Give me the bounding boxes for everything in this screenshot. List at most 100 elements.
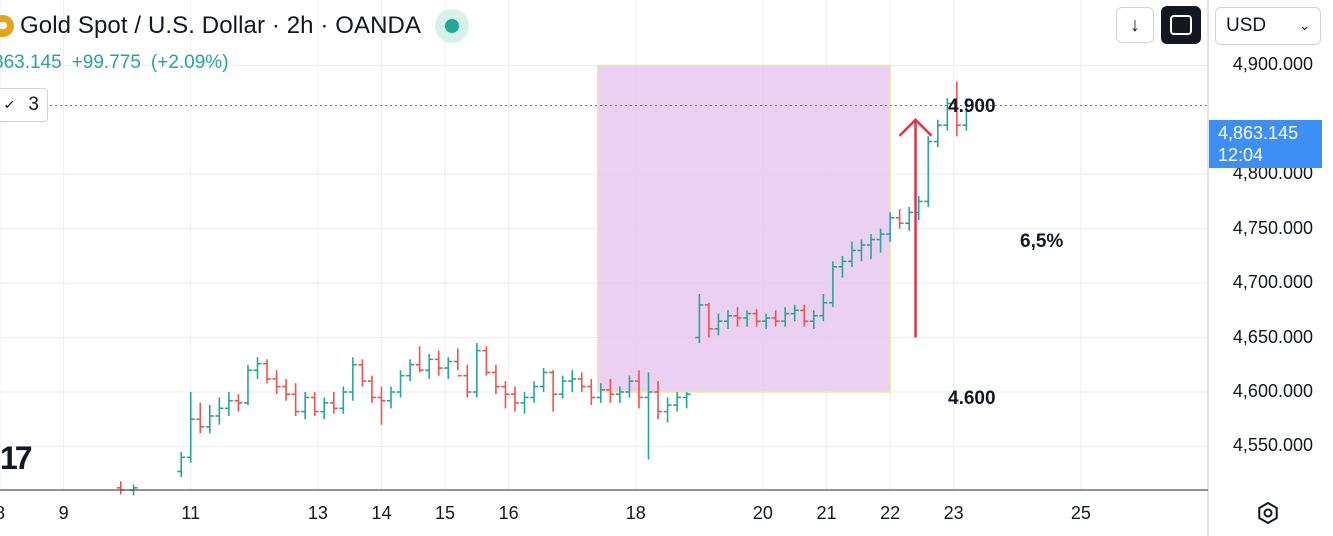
price-tick-label: 4,900.000 (1232, 54, 1313, 75)
ohlc-bar (425, 353, 434, 379)
ohlc-bar (387, 386, 396, 409)
ohlc-bar (520, 392, 529, 414)
ohlc-bar (695, 294, 704, 343)
market-status-indicator (435, 9, 470, 43)
ohlc-bar (510, 386, 519, 412)
ohlc-bar (771, 310, 780, 327)
ohlc-bar (272, 370, 281, 395)
ohlc-bar (310, 392, 319, 416)
date-tick-label: 14 (371, 503, 392, 523)
ohlc-bar (367, 375, 376, 403)
box-top-label: 4.900 (948, 96, 996, 117)
ohlc-bar (819, 294, 828, 322)
ohlc-bar (577, 372, 586, 392)
date-tick-label: 18 (625, 503, 646, 523)
settings-icon[interactable] (1256, 501, 1280, 525)
ohlc-bar (596, 383, 605, 403)
ohlc-bar (924, 136, 933, 207)
chevron-down-icon: ⌄ (1299, 18, 1310, 33)
date-tick-label: 9 (58, 503, 69, 523)
currency-select[interactable]: USD ⌄ (1215, 7, 1321, 45)
ohlc-bar (743, 310, 752, 327)
ohlc-bar (714, 313, 723, 336)
indicators-count: 3 (28, 94, 39, 115)
ohlc-bar (606, 378, 615, 403)
ohlc-bar (196, 402, 205, 434)
ohlc-bar (215, 397, 224, 425)
last-price-value: 4,863.145 (1218, 123, 1299, 143)
ohlc-bar (491, 364, 500, 395)
fullscreen-button[interactable] (1161, 6, 1201, 44)
ohlc-bar (396, 370, 405, 398)
fullscreen-icon (1170, 15, 1192, 35)
price-change-percent: (+2.09%) (150, 52, 229, 73)
date-tick-label: 22 (880, 503, 901, 523)
last-price-badge: 4,863.145 12:04 (1209, 120, 1322, 168)
ohlc-bar (857, 239, 866, 262)
price-tick-label: 4,650.000 (1232, 326, 1313, 347)
symbol-title[interactable]: Gold Spot / U.S. Dollar · 2h · OANDA (20, 12, 422, 39)
ohlc-bar (943, 98, 952, 131)
ohlc-bar (434, 350, 443, 376)
ohlc-bar (549, 370, 558, 412)
ohlc-bar (186, 392, 195, 463)
ohlc-bar (962, 98, 971, 131)
ohlc-bar (243, 364, 252, 406)
ohlc-bar (762, 313, 771, 329)
ohlc-bar (116, 481, 125, 495)
ohlc-bar (406, 359, 415, 382)
price-tick-label: 4,800.000 (1232, 163, 1313, 184)
ohlc-bar (501, 381, 510, 409)
scroll-to-latest-button[interactable]: ↓ (1116, 7, 1154, 43)
ohlc-bar (876, 228, 885, 253)
ohlc-bar (482, 346, 491, 376)
gold-coin-icon (0, 15, 14, 37)
date-tick-label: 16 (498, 503, 519, 523)
ohlc-bar (704, 302, 713, 338)
ohlc-bar (234, 394, 243, 412)
market-open-dot-icon (445, 19, 460, 33)
tradingview-logo[interactable]: 17 (0, 440, 33, 476)
chevron-down-icon: ✓ (3, 98, 17, 113)
annotation-arrow (898, 118, 933, 338)
ohlc-bar (895, 209, 904, 229)
ohlc-bar (663, 397, 672, 423)
ohlc-bar (733, 307, 742, 327)
move-percent-label: 6,5% (1020, 231, 1064, 252)
ohlc-bar (752, 309, 761, 327)
symbol-header: Gold Spot / U.S. Dollar · 2h · OANDA (0, 8, 470, 44)
ohlc-bar (587, 378, 596, 406)
price-tick-label: 4,600.000 (1232, 381, 1313, 401)
ohlc-bar (348, 357, 357, 401)
date-tick-label: 13 (307, 503, 328, 523)
ohlc-bar (682, 392, 691, 409)
ohlc-bar (615, 386, 624, 403)
ohlc-bar (539, 368, 548, 392)
ohlc-bar (654, 381, 663, 420)
ohlc-bar (224, 392, 233, 416)
ohlc-bar (886, 212, 895, 242)
ohlc-bar (625, 375, 634, 398)
ohlc-bars (116, 81, 971, 496)
ohlc-bar (205, 405, 214, 434)
ohlc-bar (253, 357, 262, 379)
ohlc-bar (444, 357, 453, 379)
ohlc-bar (644, 372, 653, 460)
price-quote: 863.145 +99.775 (+2.09%) (0, 52, 239, 74)
ohlc-bar (838, 255, 847, 278)
ohlc-bar (952, 81, 961, 137)
ohlc-bar (301, 392, 310, 420)
price-tick-label: 4,700.000 (1232, 272, 1313, 293)
ohlc-bar (320, 397, 329, 420)
ohlc-bar (673, 392, 682, 412)
price-change: +99.775 (71, 52, 141, 73)
indicators-toggle-button[interactable]: ✓ 3 (0, 88, 48, 122)
arrow-head (898, 118, 933, 137)
ohlc-bar (634, 370, 643, 409)
price-tick-label: 4,550.000 (1232, 435, 1313, 456)
ohlc-bar (790, 304, 799, 322)
ohlc-bar (723, 310, 732, 329)
ohlc-bar (558, 375, 567, 399)
ohlc-bar (809, 310, 818, 329)
